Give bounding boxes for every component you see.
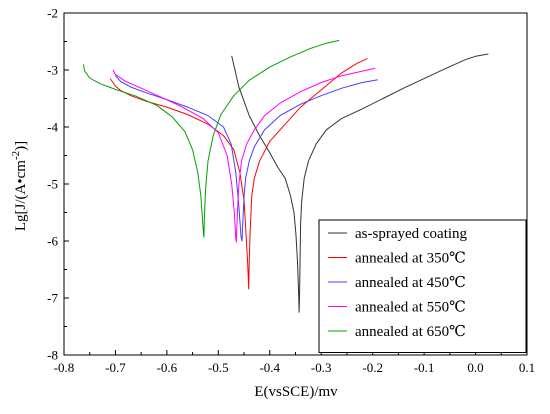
- legend-box: [318, 219, 527, 353]
- x-tick-label: -0.5: [208, 360, 229, 375]
- y-axis: -8 -7 -6 -5 -4 -3 -2: [47, 6, 69, 363]
- x-tick-label: -0.8: [54, 360, 75, 375]
- legend-label: as-sprayed coating: [355, 226, 468, 242]
- y-tick-label: -6: [47, 234, 58, 249]
- y-axis-title-end: )]: [13, 141, 29, 151]
- x-tick-label: 0.1: [519, 360, 535, 375]
- x-tick-label: -0.6: [157, 360, 178, 375]
- y-axis-title: Lg[J/(A•cm-2)]: [10, 141, 29, 231]
- series-line-5: [83, 39, 340, 238]
- plot-series-layer: [83, 39, 489, 313]
- legend-label: annealed at 550℃: [355, 300, 466, 316]
- x-axis: -0.8 -0.7 -0.6 -0.5 -0.4 -0.3 -0.2 -0.1 0.0 0.1: [54, 350, 535, 375]
- y-tick-label: -8: [47, 348, 58, 363]
- x-tick-label: -0.4: [259, 360, 280, 375]
- x-tick-label: -0.7: [105, 360, 126, 375]
- y-tick-label: -2: [47, 6, 58, 21]
- series-line-2: [109, 58, 368, 290]
- legend-label: annealed at 650℃: [355, 324, 466, 340]
- legend: as-sprayed coating annealed at 350℃ anneal…: [318, 219, 527, 353]
- y-tick-label: -7: [47, 291, 58, 306]
- x-tick-label: -0.2: [362, 360, 383, 375]
- y-axis-title-superscript: -2: [10, 151, 22, 160]
- series-line-4: [112, 67, 376, 243]
- x-tick-label: 0.0: [467, 360, 483, 375]
- y-tick-label: -5: [47, 177, 58, 192]
- y-axis-title-main: Lg[J/(A•cm: [13, 160, 29, 231]
- legend-label: annealed at 450℃: [355, 275, 466, 291]
- legend-label: annealed at 350℃: [355, 251, 466, 267]
- x-tick-label: -0.1: [414, 360, 435, 375]
- y-tick-label: -4: [47, 120, 58, 135]
- x-axis-title: E(vsSCE)/mv: [254, 384, 338, 400]
- x-tick-label: -0.3: [311, 360, 332, 375]
- y-tick-label: -3: [47, 63, 58, 78]
- series-line-3: [115, 75, 378, 242]
- series-line-1: [231, 53, 489, 313]
